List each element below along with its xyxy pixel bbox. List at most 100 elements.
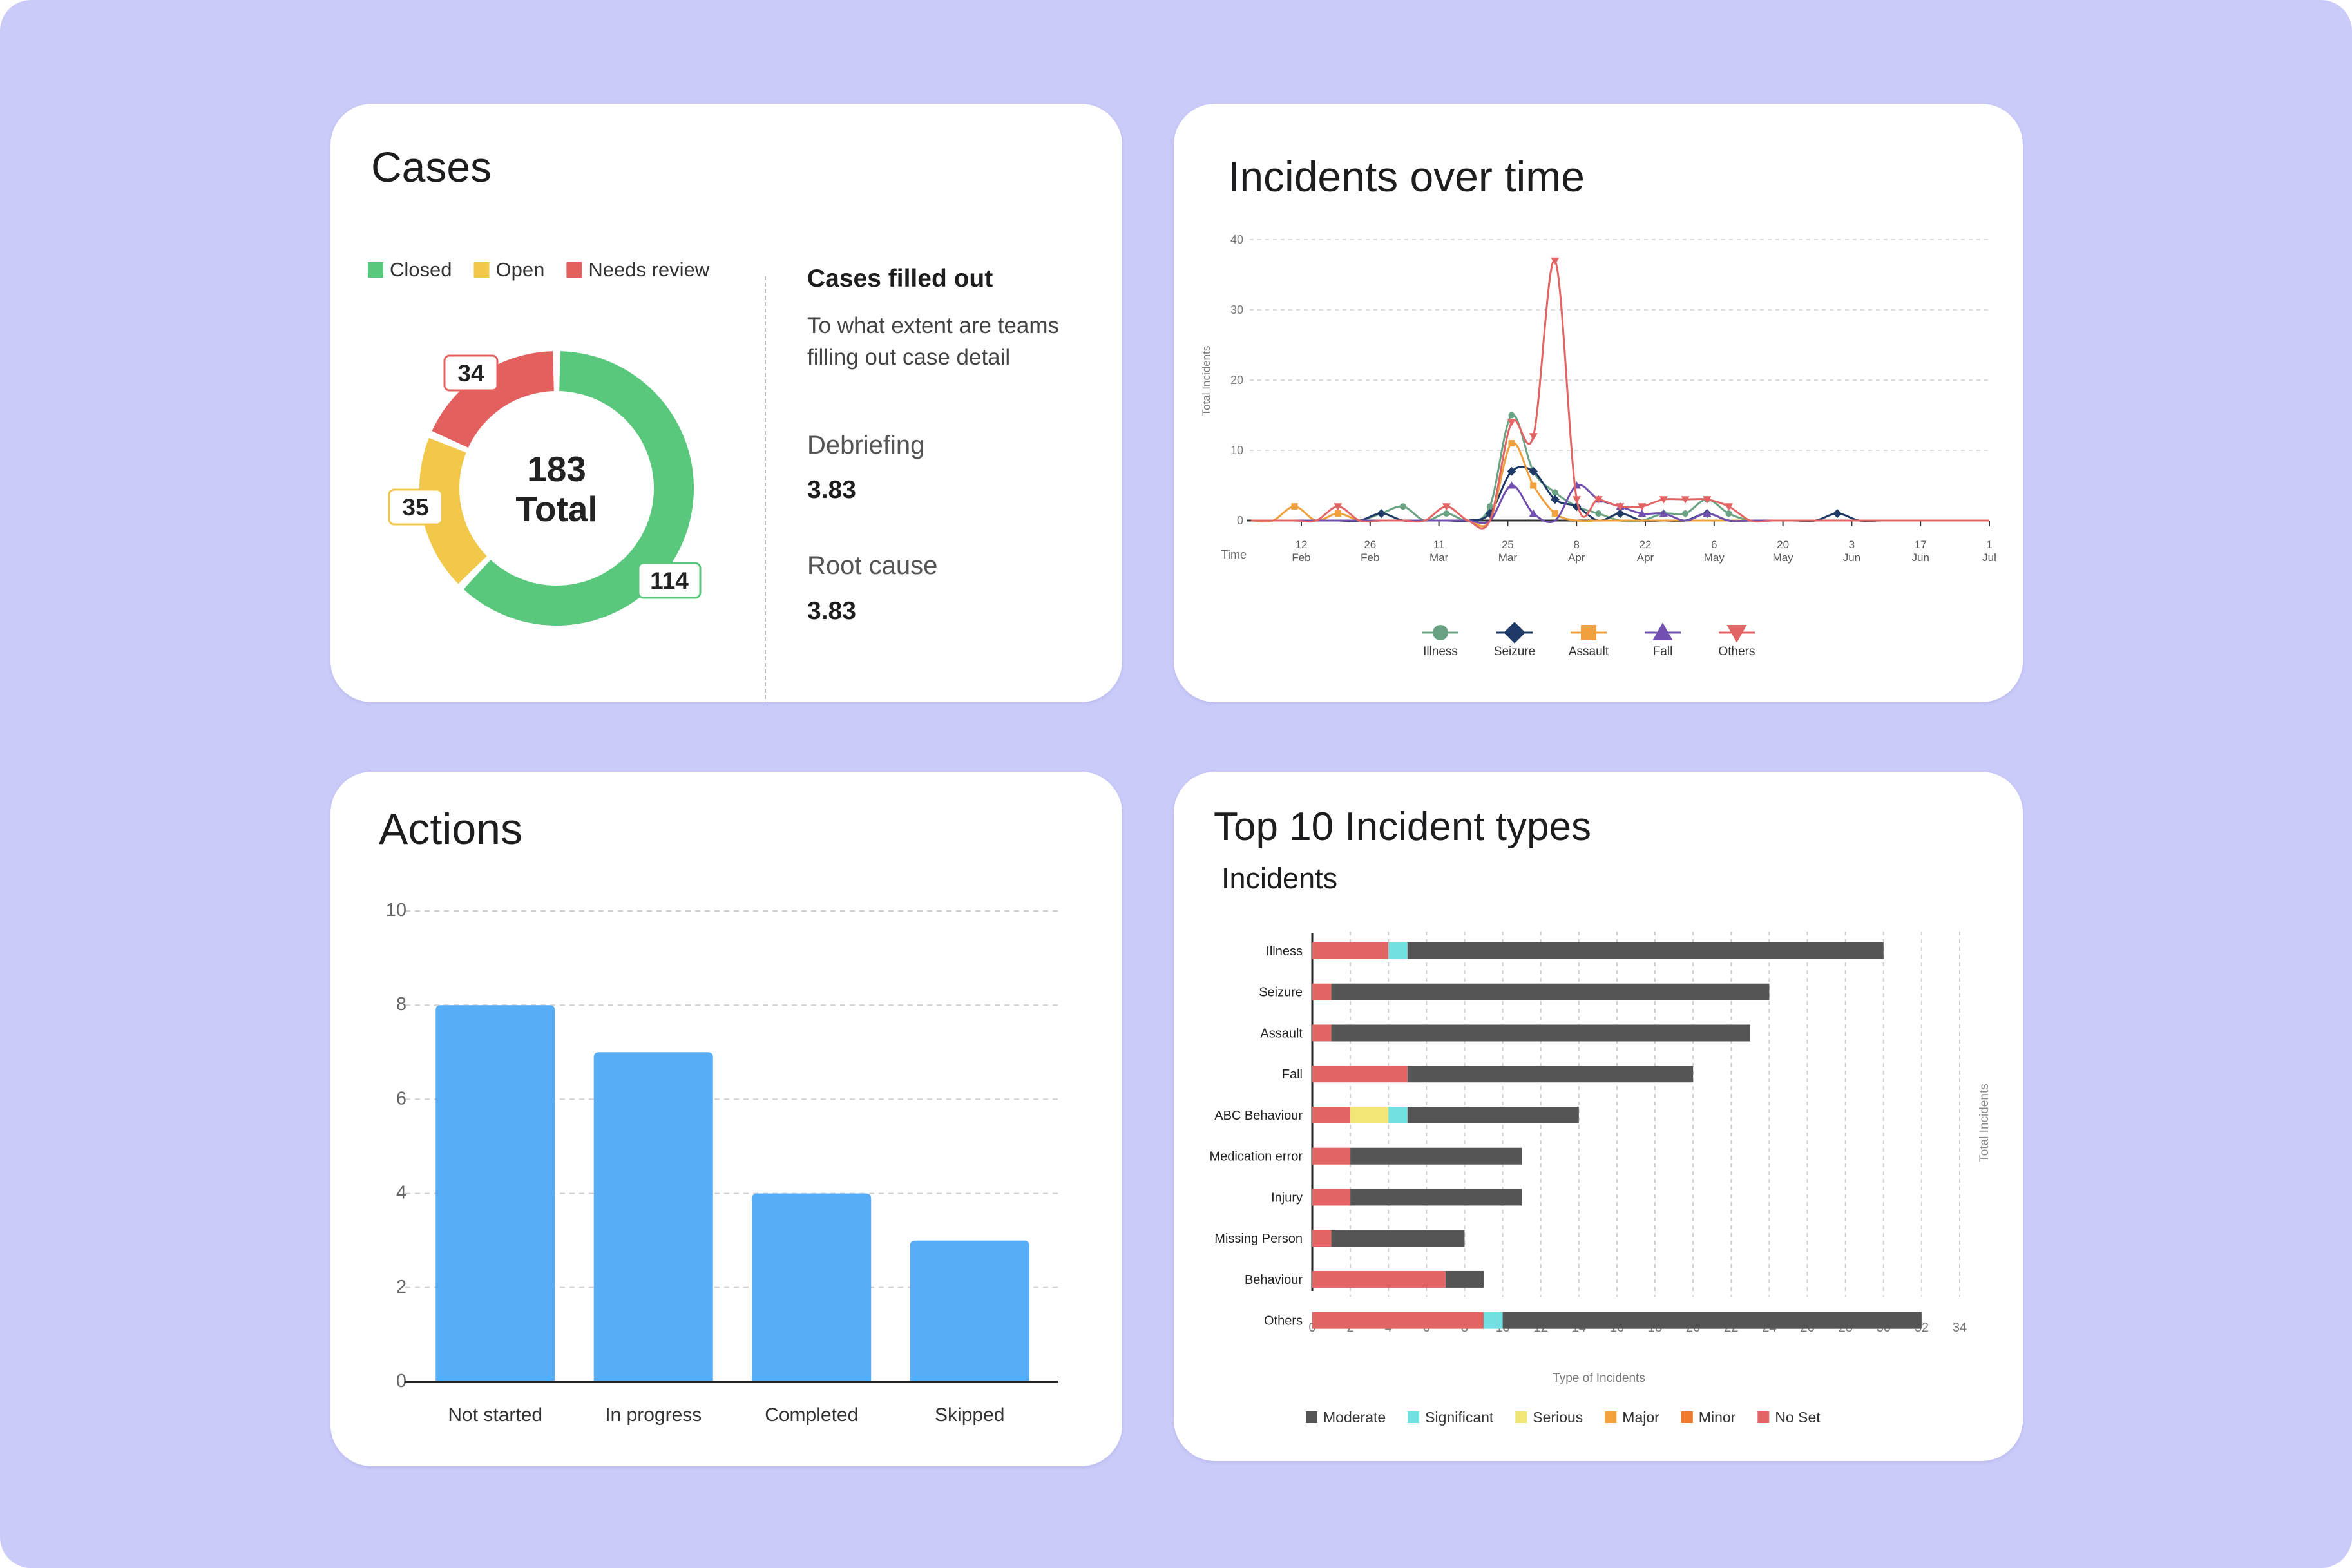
category-label-illness: Illness [1266, 944, 1303, 959]
y-tick-label: 30 [1230, 303, 1243, 316]
legend-label-seizure: Seizure [1494, 645, 1535, 658]
y-tick-label: 0 [396, 1371, 406, 1391]
x-tick-month: Mar [1498, 551, 1518, 564]
bar-segment-others-significant [1484, 1312, 1503, 1329]
bar-segment-illness-no-set [1312, 942, 1389, 959]
actions-card: Actions 0 2 4 6 8 10 Not started In progress Com… [330, 772, 1122, 1466]
data-point-illness [1508, 412, 1515, 419]
data-point-others [1529, 433, 1538, 441]
incidents-over-time-card: Incidents over time 0 10 20 30 40 Total Incid… [1174, 104, 2023, 702]
x-tick-day: 8 [1573, 539, 1579, 551]
data-point-illness [1725, 510, 1732, 517]
data-point-assault [1291, 503, 1298, 510]
x-axis-label: Time [1221, 548, 1247, 561]
bar-segment-abc-behaviour-moderate [1407, 1106, 1579, 1123]
incidents-over-time-title: Incidents over time [1228, 153, 1585, 200]
legend-swatch-moderate [1306, 1411, 1317, 1423]
data-point-seizure [1377, 509, 1386, 519]
y-tick-label: 20 [1230, 374, 1243, 387]
series-line-others [1251, 259, 1989, 530]
category-label-others: Others [1264, 1314, 1303, 1328]
legend-label-significant: Significant [1425, 1409, 1494, 1426]
category-label-injury: Injury [1271, 1190, 1303, 1205]
donut-value-closed: 114 [650, 568, 689, 594]
data-point-illness [1595, 510, 1602, 517]
legend-marker-others [1726, 625, 1747, 643]
x-tick-month: May [1773, 551, 1794, 564]
data-point-others [1703, 496, 1712, 504]
donut-value-open: 35 [402, 494, 428, 521]
data-point-illness [1682, 510, 1689, 517]
top-incident-types-subtitle: Incidents [1221, 862, 1338, 895]
bar-not-started [435, 1005, 555, 1382]
cases-card: Cases Closed Open Needs review 114 35 34 183 To… [330, 104, 1122, 702]
legend-label-fall: Fall [1653, 645, 1673, 658]
legend-label-assault: Assault [1569, 645, 1609, 658]
legend-label-minor: Minor [1699, 1409, 1736, 1426]
x-tick-day: 3 [1849, 539, 1855, 551]
cases-title: Cases [371, 143, 492, 191]
actions-bar-chart: 0 2 4 6 8 10 Not started In progress Completed Sk… [386, 900, 1058, 1426]
bar-segment-missing-person-no-set [1312, 1230, 1332, 1247]
donut-callout-box-closed [637, 562, 702, 599]
data-point-fall [1638, 509, 1647, 517]
x-tick-month: Mar [1429, 551, 1449, 564]
bar-segment-injury-moderate [1350, 1189, 1522, 1206]
y-tick-label: 2 [396, 1277, 406, 1297]
legend-swatch-minor [1681, 1411, 1693, 1423]
y-tick-label: 0 [1237, 514, 1243, 527]
legend-swatch-significant [1408, 1411, 1420, 1423]
category-label-behaviour: Behaviour [1245, 1273, 1303, 1287]
legend-marker-seizure [1504, 622, 1525, 644]
y-axis-label: Total Incidents [1978, 1084, 1991, 1162]
category-label-missing-person: Missing Person [1214, 1232, 1303, 1246]
data-point-others [1659, 496, 1668, 504]
data-point-others [1442, 503, 1451, 511]
data-point-others [1725, 503, 1734, 511]
data-point-fall [1659, 509, 1668, 517]
x-tick-month: May [1704, 551, 1725, 564]
data-point-others [1551, 257, 1560, 265]
bar-in-progress [593, 1052, 713, 1382]
cases-divider [765, 276, 766, 702]
y-tick-label: 40 [1230, 233, 1243, 246]
x-tick-label-not-started: Not started [448, 1404, 542, 1426]
category-label-seizure: Seizure [1259, 986, 1303, 1000]
legend-swatch-needs-review [566, 262, 582, 278]
legend-swatch-major [1605, 1411, 1617, 1423]
x-tick-day: 17 [1915, 539, 1927, 551]
x-tick-day: 25 [1502, 539, 1514, 551]
x-tick-label: 34 [1953, 1321, 1967, 1335]
x-tick-month: Jun [1843, 551, 1860, 564]
data-point-illness [1443, 510, 1450, 517]
bar-segment-others-no-set [1312, 1312, 1484, 1329]
legend-label-moderate: Moderate [1323, 1409, 1386, 1426]
data-point-assault [1334, 510, 1341, 517]
y-tick-label: 10 [1230, 444, 1243, 457]
bar-segment-illness-moderate [1407, 942, 1884, 959]
legend-label-needs-review: Needs review [588, 258, 709, 281]
data-point-others [1638, 503, 1647, 511]
donut-callout-box-open [388, 488, 443, 526]
x-tick-day: 6 [1711, 539, 1717, 551]
category-label-fall: Fall [1282, 1067, 1303, 1082]
data-point-others [1573, 496, 1582, 504]
data-point-assault [1530, 482, 1537, 489]
bar-completed [752, 1193, 872, 1382]
category-label-abc-behaviour: ABC Behaviour [1214, 1109, 1303, 1123]
legend-label-major: Major [1622, 1409, 1659, 1426]
donut-total-value: 183 [527, 449, 586, 489]
legend-marker-illness [1433, 625, 1448, 640]
bar-skipped [910, 1240, 1029, 1382]
data-point-assault [1551, 510, 1558, 517]
cases-filled-description: To what extent are teams filling out cas… [807, 313, 1060, 370]
data-point-seizure [1529, 466, 1538, 476]
x-tick-month: Apr [1568, 551, 1585, 564]
data-point-illness [1486, 503, 1493, 510]
data-point-fall [1529, 509, 1538, 517]
bar-segment-injury-no-set [1312, 1189, 1351, 1206]
bar-segment-medication-error-moderate [1350, 1147, 1522, 1165]
bar-segment-abc-behaviour-serious [1350, 1106, 1389, 1123]
x-axis-label: Type of Incidents [1553, 1372, 1645, 1385]
